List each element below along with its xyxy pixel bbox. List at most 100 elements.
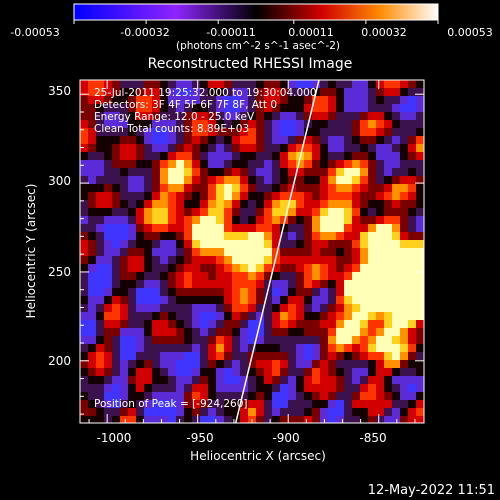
heatmap-cell: [376, 336, 385, 345]
heatmap-cell: [384, 192, 393, 201]
heatmap-cell: [184, 392, 193, 401]
heatmap-cell: [88, 280, 97, 289]
heatmap-cell: [328, 184, 337, 193]
heatmap-cell: [328, 344, 337, 353]
heatmap-cell: [128, 168, 137, 177]
heatmap-cell: [136, 352, 145, 361]
heatmap-cell: [216, 296, 225, 305]
heatmap-cell: [192, 360, 201, 369]
heatmap-cell: [264, 136, 273, 145]
heatmap-cell: [344, 400, 353, 409]
heatmap-cell: [368, 288, 377, 297]
heatmap-cell: [336, 336, 345, 345]
heatmap-cell: [328, 80, 337, 89]
heatmap-cell: [112, 240, 121, 249]
heatmap-cell: [152, 384, 161, 393]
heatmap-cell: [304, 168, 313, 177]
heatmap-cell: [96, 304, 105, 313]
heatmap-cell: [232, 152, 241, 161]
heatmap-cell: [200, 288, 209, 297]
heatmap-cell: [304, 360, 313, 369]
heatmap-cell: [296, 96, 305, 105]
heatmap-cell: [256, 408, 265, 417]
heatmap-cell: [312, 216, 321, 225]
heatmap-cell: [80, 416, 89, 423]
heatmap-cell: [232, 400, 241, 409]
heatmap-cell: [352, 312, 361, 321]
heatmap-cell: [360, 264, 369, 273]
heatmap-cell: [272, 328, 281, 337]
heatmap-cell: [320, 352, 329, 361]
heatmap-cell: [224, 256, 233, 265]
heatmap-cell: [120, 144, 129, 153]
heatmap-cell: [152, 152, 161, 161]
heatmap-cell: [392, 80, 401, 89]
heatmap-cell: [288, 120, 297, 129]
heatmap-cell: [368, 368, 377, 377]
heatmap-cell: [304, 192, 313, 201]
heatmap-cell: [264, 376, 273, 385]
heatmap-cell: [296, 232, 305, 241]
heatmap-cell: [96, 80, 105, 89]
heatmap-cell: [120, 200, 129, 209]
heatmap-cell: [416, 120, 424, 129]
heatmap-cell: [104, 312, 113, 321]
heatmap-cell: [112, 416, 121, 423]
heatmap-cell: [248, 160, 257, 169]
heatmap-cell: [416, 280, 424, 289]
heatmap-cell: [280, 96, 289, 105]
heatmap-cell: [176, 328, 185, 337]
heatmap-cell: [328, 168, 337, 177]
heatmap-cell: [360, 240, 369, 249]
heatmap-cell: [344, 96, 353, 105]
heatmap-cell: [416, 320, 424, 329]
heatmap-cell: [392, 384, 401, 393]
heatmap-cell: [232, 112, 241, 121]
heatmap-cell: [360, 296, 369, 305]
heatmap-cell: [384, 184, 393, 193]
heatmap-cell: [400, 96, 409, 105]
heatmap-cell: [408, 176, 417, 185]
heatmap-cell: [352, 416, 361, 423]
heatmap-cell: [232, 96, 241, 105]
heatmap-cell: [304, 184, 313, 193]
heatmap-cell: [168, 400, 177, 409]
heatmap-cell: [320, 112, 329, 121]
heatmap-cell: [320, 184, 329, 193]
heatmap-cell: [384, 144, 393, 153]
heatmap-cell: [240, 144, 249, 153]
heatmap-cell: [128, 304, 137, 313]
heatmap-cell: [352, 352, 361, 361]
heatmap-cell: [344, 304, 353, 313]
heatmap-cell: [112, 168, 121, 177]
heatmap-cell: [152, 392, 161, 401]
heatmap-cell: [152, 176, 161, 185]
heatmap-cell: [160, 384, 169, 393]
heatmap-cell: [216, 168, 225, 177]
heatmap-cell: [128, 376, 137, 385]
heatmap-cell: [328, 120, 337, 129]
heatmap-cell: [280, 352, 289, 361]
heatmap-cell: [416, 136, 424, 145]
heatmap-cell: [256, 176, 265, 185]
heatmap-cell: [400, 392, 409, 401]
heatmap-cell: [136, 208, 145, 217]
heatmap-cell: [184, 144, 193, 153]
colorbar-tick-label-0: -0.00053: [10, 26, 59, 39]
heatmap-cell: [176, 392, 185, 401]
heatmap-cell: [144, 344, 153, 353]
heatmap-cell: [376, 208, 385, 217]
heatmap-cell: [416, 272, 424, 281]
heatmap-cell: [128, 192, 137, 201]
heatmap-cell: [352, 360, 361, 369]
heatmap-cell: [264, 360, 273, 369]
heatmap-cell: [416, 352, 424, 361]
heatmap-cell: [272, 232, 281, 241]
heatmap-cell: [160, 112, 169, 121]
heatmap-cell: [376, 168, 385, 177]
heatmap-cell: [400, 304, 409, 313]
heatmap-cell: [136, 136, 145, 145]
heatmap-cell: [200, 352, 209, 361]
heatmap-cell: [304, 152, 313, 161]
heatmap-cell: [280, 128, 289, 137]
